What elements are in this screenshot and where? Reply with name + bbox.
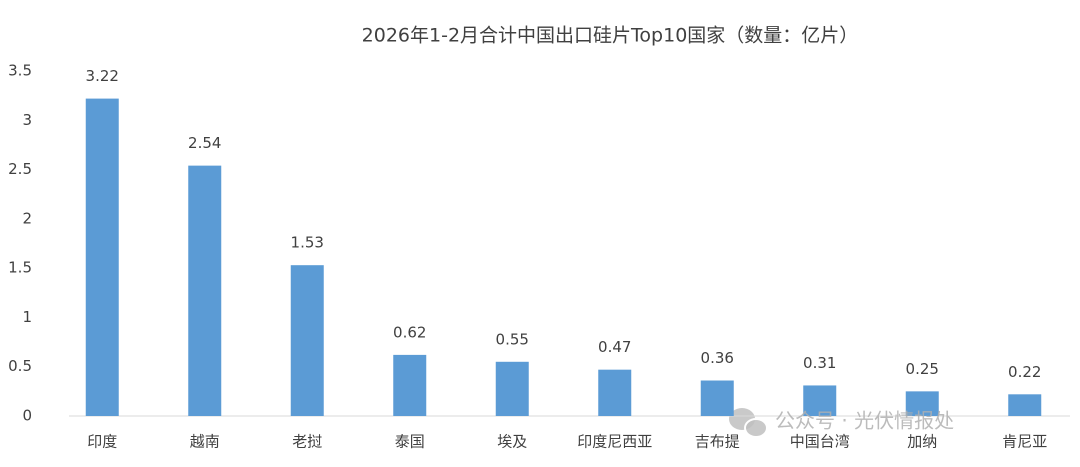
- x-tick-label: 越南: [190, 433, 220, 451]
- y-tick-label: 2.5: [8, 160, 32, 178]
- y-tick-label: 3.5: [8, 62, 32, 80]
- bar: [700, 380, 734, 416]
- y-tick-label: 1.5: [8, 259, 32, 277]
- y-tick-label: 0: [22, 407, 32, 425]
- data-label: 3.22: [86, 67, 119, 85]
- x-tick-label: 埃及: [497, 433, 527, 451]
- bar: [393, 354, 427, 416]
- bar: [905, 391, 939, 416]
- x-tick-label: 老挝: [292, 433, 322, 451]
- bar: [290, 265, 324, 416]
- x-tick-label: 肯尼亚: [1002, 433, 1047, 451]
- data-label: 0.36: [701, 349, 734, 367]
- data-label: 0.62: [393, 323, 426, 341]
- data-label: 0.22: [1008, 363, 1041, 381]
- x-tick-label: 印度尼西亚: [577, 433, 652, 451]
- x-tick-label: 加纳: [907, 433, 937, 451]
- watermark: 公众号 · 光伏情报处: [775, 409, 954, 433]
- data-label: 1.53: [291, 234, 324, 252]
- data-label: 0.47: [598, 338, 631, 356]
- bar: [598, 369, 632, 416]
- watermark-icon: [729, 408, 768, 438]
- bar: [495, 361, 529, 416]
- bar: [803, 385, 837, 416]
- x-tick-label: 泰国: [395, 433, 425, 451]
- y-tick-label: 2: [22, 209, 32, 227]
- x-tick-label: 吉布提: [695, 433, 740, 451]
- data-label: 2.54: [188, 134, 221, 152]
- y-tick-label: 3: [22, 111, 32, 129]
- chart-title: 2026年1-2月合计中国出口硅片Top10国家（数量：亿片）: [362, 25, 859, 47]
- y-tick-label: 0.5: [8, 357, 32, 375]
- bar: [85, 98, 119, 416]
- data-label: 0.25: [906, 360, 939, 378]
- data-label: 0.55: [496, 330, 529, 348]
- bar: [1008, 394, 1042, 416]
- x-tick-label: 中国台湾: [790, 433, 850, 451]
- y-tick-label: 1: [22, 308, 32, 326]
- data-label: 0.31: [803, 354, 836, 372]
- bar: [188, 165, 222, 416]
- x-tick-label: 印度: [87, 433, 117, 451]
